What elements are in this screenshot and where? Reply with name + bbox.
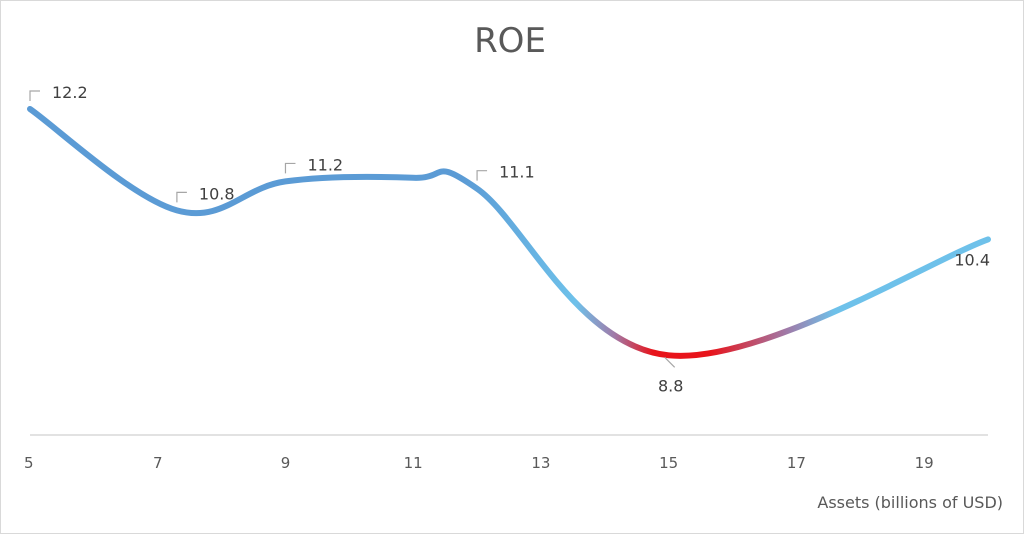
data-label-leader (176, 191, 187, 203)
data-label: 11.2 (284, 155, 343, 174)
data-label-text: 10.4 (954, 250, 990, 269)
data-label-leader (284, 162, 296, 174)
chart-title: ROE (474, 21, 546, 61)
x-axis-title: Assets (billions of USD) (817, 493, 1003, 512)
x-axis-ticks: 5 7 9 11 13 15 17 19 (24, 454, 934, 472)
x-tick-label: 13 (531, 454, 550, 472)
data-label: 12.2 (29, 83, 88, 102)
data-label-text: 8.8 (658, 376, 683, 395)
x-tick-label: 5 (24, 454, 34, 472)
data-label: 10.8 (176, 184, 235, 203)
x-tick-label: 9 (281, 454, 291, 472)
x-tick-label: 7 (153, 454, 163, 472)
data-label-text: 11.2 (307, 155, 343, 174)
x-tick-label: 19 (915, 454, 934, 472)
data-label: 8.8 (658, 356, 683, 395)
data-label-text: 10.8 (199, 184, 235, 203)
x-tick-label: 15 (659, 454, 678, 472)
series-line-roe (27, 106, 991, 359)
data-label: 11.1 (476, 163, 535, 182)
data-label-text: 11.1 (499, 163, 535, 182)
data-label-leader (476, 170, 488, 181)
x-tick-label: 17 (787, 454, 806, 472)
x-tick-label: 11 (404, 454, 423, 472)
data-label-leader (664, 356, 676, 368)
data-label: 10.4 (954, 250, 990, 269)
data-label-text: 12.2 (52, 83, 88, 102)
data-labels: 12.2 10.8 11.2 11.1 8.8 10.4 (29, 83, 990, 395)
data-label-leader (29, 90, 40, 101)
